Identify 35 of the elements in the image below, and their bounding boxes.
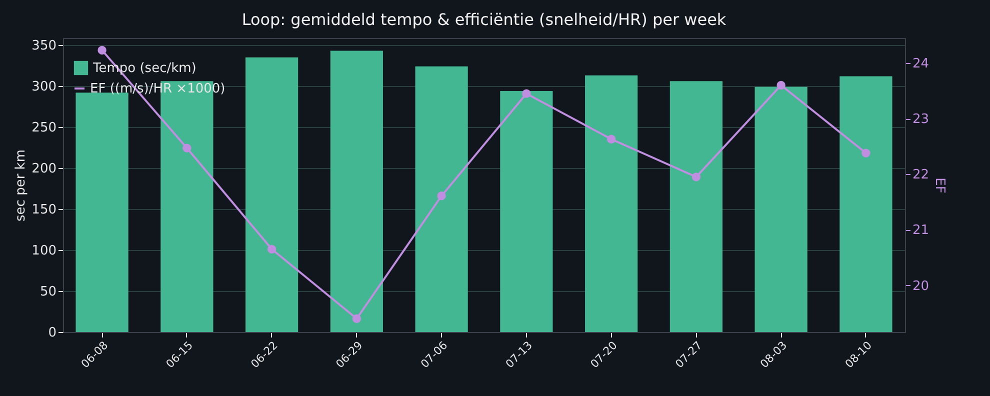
point xyxy=(692,172,701,182)
y2-tick-label: 21 xyxy=(912,223,930,238)
bar xyxy=(840,76,892,332)
chart-title: Loop: gemiddeld tempo & efficiëntie (snelheid/HR) per week xyxy=(242,10,727,29)
bar xyxy=(670,81,723,332)
bar xyxy=(330,50,383,332)
point xyxy=(522,89,531,98)
y-tick-label: 100 xyxy=(32,244,56,259)
y-axis-title: sec per km xyxy=(14,150,29,222)
point xyxy=(437,191,446,200)
point xyxy=(352,314,362,324)
y-tick-label: 250 xyxy=(32,120,56,136)
point xyxy=(606,134,616,144)
y2-tick-label: 22 xyxy=(912,168,930,183)
y-tick-label: 200 xyxy=(32,162,56,177)
y2-tick-label: 24 xyxy=(912,56,930,72)
bar xyxy=(76,92,128,332)
y2-axis-title: EF xyxy=(932,178,948,194)
y2-tick-label: 23 xyxy=(912,112,930,128)
bar xyxy=(415,66,468,332)
y-tick-label: 150 xyxy=(32,202,56,218)
bar xyxy=(500,90,553,332)
y-tick-label: 50 xyxy=(40,284,56,300)
y-tick-label: 300 xyxy=(32,80,56,95)
point xyxy=(98,46,106,55)
y2-tick-label: 20 xyxy=(912,278,930,294)
bar xyxy=(585,75,638,332)
bar xyxy=(754,86,808,332)
point xyxy=(776,80,786,90)
point xyxy=(182,144,192,152)
point xyxy=(267,244,276,254)
y-tick-label: 350 xyxy=(32,38,56,54)
point xyxy=(862,148,870,158)
bar xyxy=(245,57,298,332)
y-tick-label: 0 xyxy=(48,326,56,340)
